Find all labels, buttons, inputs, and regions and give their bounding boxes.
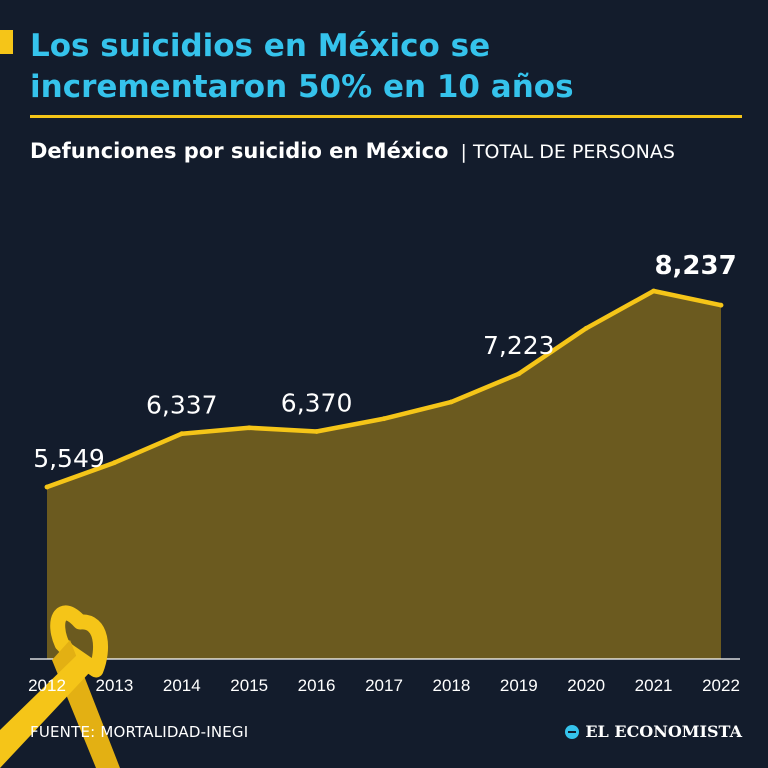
x-tick-label: 2014 (163, 676, 201, 695)
data-label: 8,237 (654, 251, 736, 281)
x-tick-label: 2019 (500, 676, 538, 695)
data-point (112, 460, 117, 466)
data-point (381, 416, 387, 422)
chart-title: Los suicidios en México se incrementaron… (30, 28, 574, 105)
x-tick-label: 2020 (567, 676, 605, 695)
accent-bar (0, 30, 13, 54)
area-fill (47, 291, 721, 659)
data-label: 6,370 (281, 388, 353, 417)
x-tick-label: 2012 (28, 676, 66, 695)
x-tick-label: 2013 (95, 676, 133, 695)
x-tick-label: 2016 (298, 676, 336, 695)
brand-mark-icon (565, 724, 580, 739)
brand-name: EL ECONOMISTA (585, 722, 742, 741)
x-tick-label: 2017 (365, 676, 403, 695)
x-tick-label: 2018 (432, 676, 470, 695)
data-point (516, 371, 522, 377)
x-tick-label: 2022 (702, 676, 740, 695)
data-label: 5,549 (33, 444, 105, 473)
x-tick-label: 2021 (635, 676, 673, 695)
brand-logo: EL ECONOMISTA (565, 722, 742, 741)
data-point (246, 425, 252, 431)
subtitle-main: Defunciones por suicidio en México (30, 139, 449, 163)
title-divider (30, 115, 742, 118)
data-point (314, 429, 319, 434)
data-point (449, 399, 454, 405)
subtitle-unit: TOTAL DE PERSONAS (472, 141, 675, 163)
source-note: FUENTE: MORTALIDAD-INEGI (30, 723, 249, 741)
subtitle-separator: | (460, 141, 467, 163)
chart-subtitle: Defunciones por suicidio en México | TOT… (30, 139, 675, 163)
x-tick-label: 2015 (230, 676, 268, 695)
data-point (718, 302, 724, 308)
awareness-ribbon-icon (0, 605, 120, 768)
data-label: 7,223 (483, 331, 555, 360)
data-point (179, 431, 185, 437)
data-point (651, 288, 656, 294)
data-point (583, 325, 589, 331)
data-label: 6,337 (146, 391, 218, 420)
data-point (44, 484, 50, 490)
